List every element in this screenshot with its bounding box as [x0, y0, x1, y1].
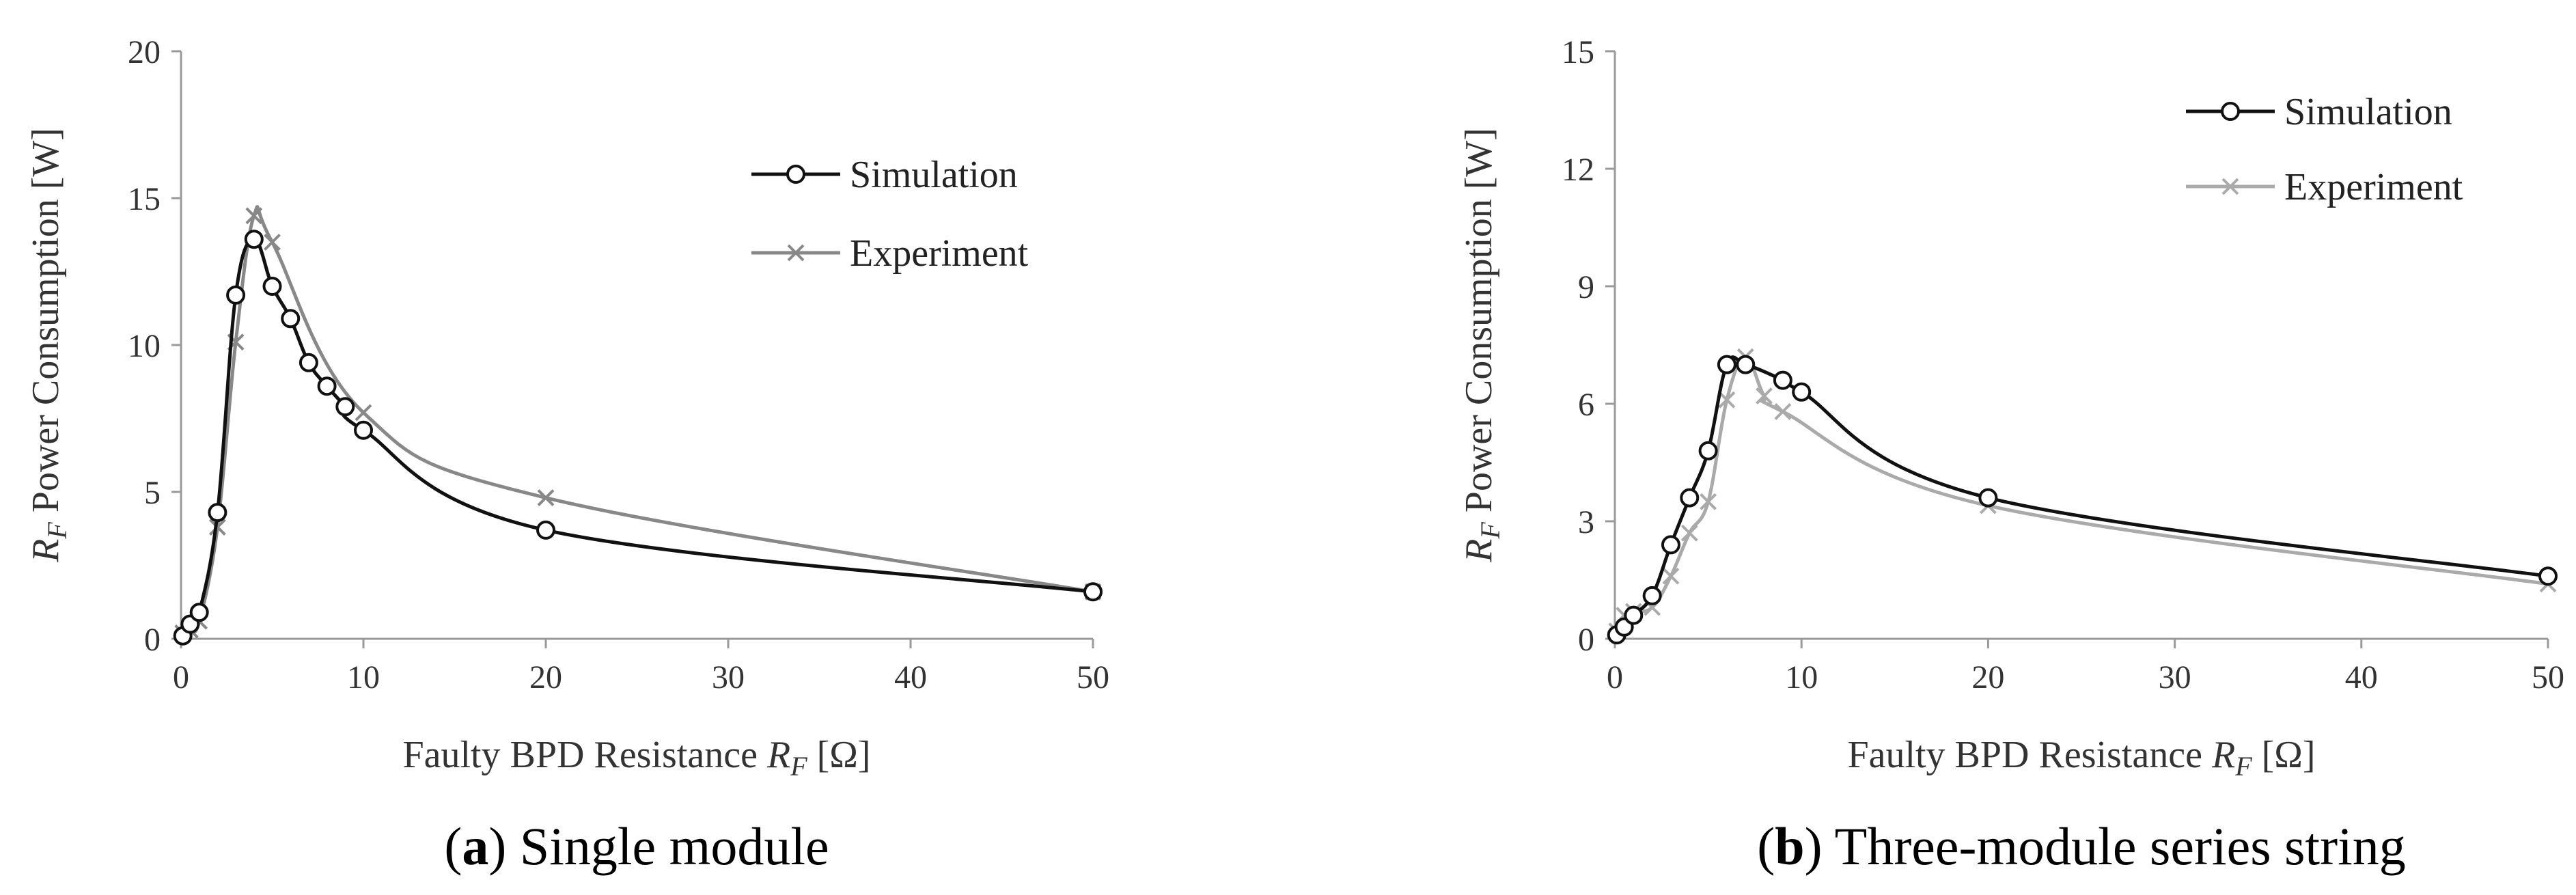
legend-label-simulation: Simulation [2284, 91, 2452, 133]
x-tick-label: 30 [2159, 659, 2191, 696]
data-point-simulation [262, 277, 282, 296]
y-axis-label: RF Power Consumption [W] [1458, 128, 1506, 563]
x-axis-label: Faulty BPD Resistance RF [Ω] [402, 734, 870, 782]
legend-marker-simulation [2221, 102, 2240, 121]
x-tick-label: 40 [2345, 659, 2378, 696]
series-line-simulation [1615, 355, 2549, 637]
data-point-experiment [245, 207, 263, 225]
legend-label-experiment: Experiment [850, 232, 1029, 275]
data-point-simulation [1736, 355, 1756, 374]
data-point-simulation [335, 397, 355, 417]
data-point-simulation [1642, 586, 1662, 605]
x-axis-label: Faulty BPD Resistance RF [Ω] [1847, 734, 2315, 782]
data-point-simulation [317, 376, 337, 396]
series-line-simulation [181, 237, 1094, 637]
data-point-experiment [355, 404, 372, 422]
x-tick-label: 50 [1077, 659, 1109, 696]
data-point-simulation [244, 230, 264, 249]
data-point-experiment [264, 234, 281, 251]
x-tick-label: 0 [173, 659, 189, 696]
data-point-simulation [189, 603, 209, 622]
data-point-experiment [1680, 524, 1698, 542]
captions: (a) Single module (b) Three-module series… [444, 816, 2405, 876]
y-axis-label: RF Power Consumption [W] [25, 128, 72, 563]
y-tick-label: 9 [1578, 269, 1594, 305]
data-point-simulation [299, 353, 318, 372]
data-point-experiment [1774, 403, 1792, 420]
data-point-experiment [1700, 493, 1717, 510]
x-tick-label: 0 [1607, 659, 1623, 696]
x-tick-label: 30 [712, 659, 745, 696]
data-point-experiment [1718, 391, 1736, 409]
y-tick-label: 10 [128, 328, 161, 364]
y-tick-label: 5 [144, 475, 161, 511]
y-tick-label: 15 [1562, 34, 1594, 70]
data-point-simulation [1680, 488, 1700, 508]
data-point-simulation [1624, 605, 1644, 625]
data-point-simulation [354, 420, 373, 440]
data-point-simulation [281, 309, 301, 329]
data-point-simulation [1978, 488, 1998, 508]
y-tick-label: 0 [1578, 622, 1594, 658]
y-tick-label: 12 [1562, 152, 1594, 188]
data-point-simulation [1792, 382, 1812, 402]
y-tick-label: 20 [128, 34, 161, 70]
data-point-experiment [537, 489, 555, 507]
data-point-experiment [208, 519, 226, 536]
data-point-simulation [1661, 535, 1680, 555]
legend-label-simulation: Simulation [850, 154, 1018, 196]
chart-b: 0 3 6 9 12 15 0 10 20 30 40 50 Faulty BPD Resistance… [1458, 34, 2564, 782]
x-tick-label: 20 [529, 659, 562, 696]
data-point-simulation [1698, 441, 1718, 460]
y-tick-label: 6 [1578, 387, 1594, 423]
data-point-simulation [2538, 566, 2558, 586]
x-tick-label: 20 [1971, 659, 2004, 696]
data-point-simulation [226, 285, 246, 305]
data-point-simulation [1083, 582, 1103, 602]
legend-marker-experiment [787, 244, 805, 262]
data-point-simulation [1773, 370, 1792, 390]
caption-b: (b) Three-module series string [1757, 816, 2406, 876]
y-tick-label: 0 [144, 622, 161, 658]
y-tick-label: 3 [1578, 504, 1594, 540]
data-point-simulation [536, 520, 555, 540]
caption-a: (a) Single module [444, 816, 829, 876]
data-point-simulation [208, 503, 227, 523]
data-point-experiment [1756, 387, 1773, 404]
x-tick-label: 40 [894, 659, 927, 696]
legend-marker-experiment [2221, 178, 2239, 195]
x-tick-label: 10 [1785, 659, 1818, 696]
data-point-simulation [1717, 355, 1736, 374]
x-tick-label: 10 [347, 659, 380, 696]
data-point-experiment [1662, 567, 1680, 585]
chart-a: 0 5 10 15 20 0 10 20 30 40 50 Faulty BPD Resistance… [25, 34, 1109, 782]
y-tick-label: 15 [128, 181, 161, 217]
legend-label-experiment: Experiment [2284, 166, 2463, 208]
legend-marker-simulation [786, 165, 805, 184]
series-line-experiment [1615, 355, 2549, 632]
x-tick-label: 50 [2532, 659, 2564, 696]
